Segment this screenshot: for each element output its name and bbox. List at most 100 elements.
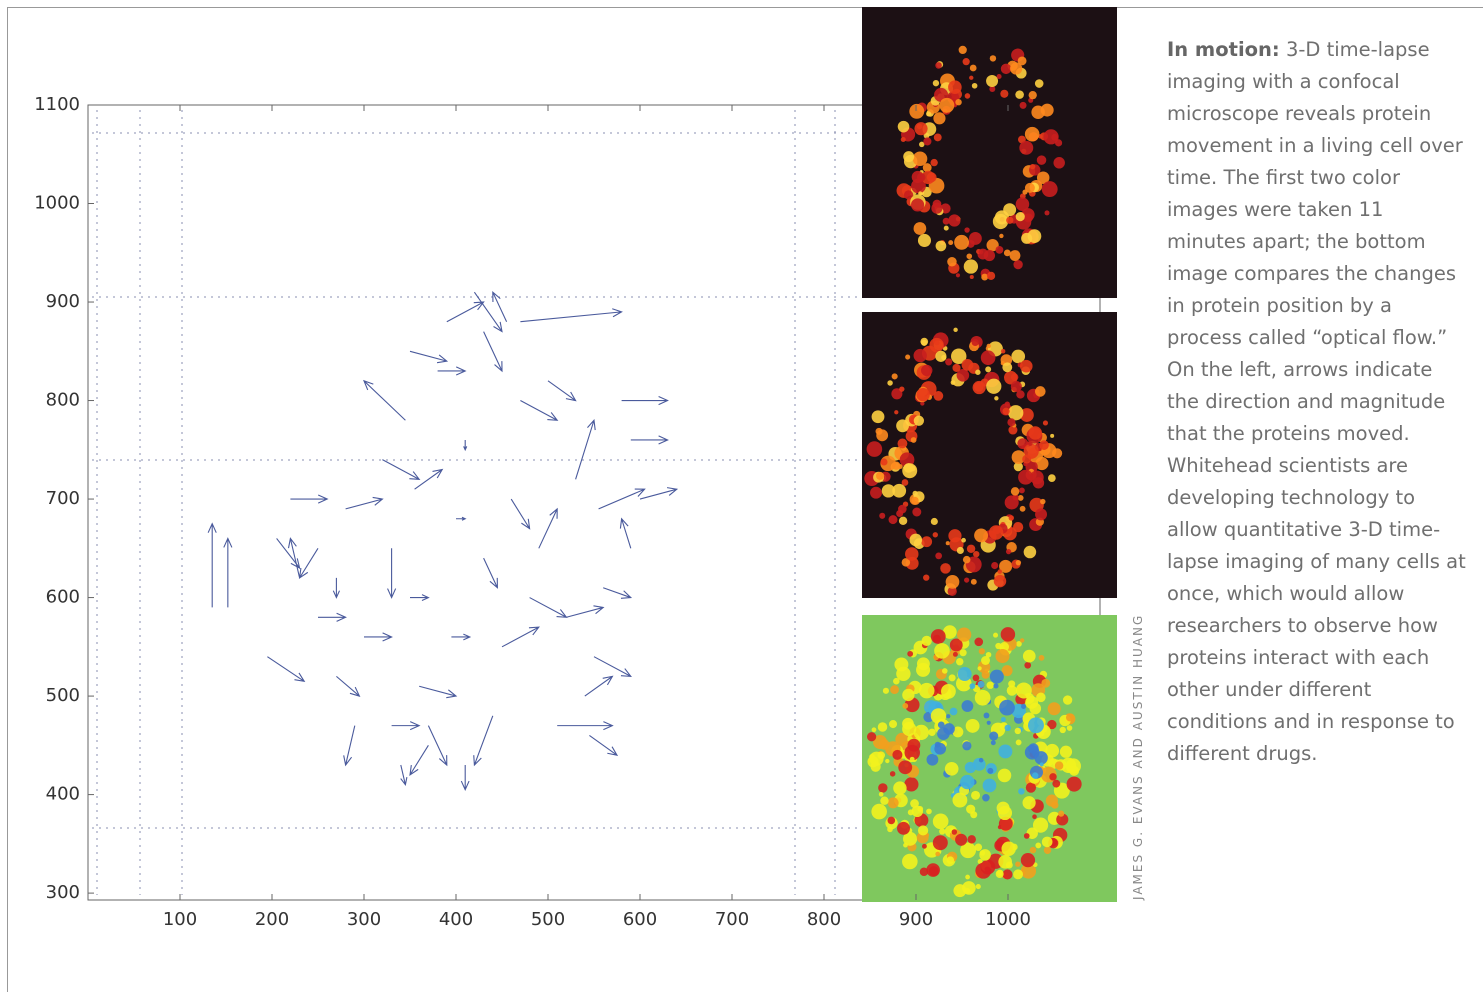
texture-spot (944, 226, 949, 231)
texture-spot (922, 844, 927, 849)
y-tick-label: 900 (46, 291, 80, 312)
texture-spot (1044, 210, 1049, 215)
texture-spot (1028, 426, 1042, 440)
texture-spot (952, 364, 960, 372)
texture-spot (888, 817, 896, 825)
texture-spot (923, 574, 929, 580)
arrow (388, 548, 396, 597)
texture-spot (916, 388, 929, 401)
y-tick-label: 1100 (34, 94, 80, 115)
texture-spot (1028, 441, 1033, 446)
texture-spot (934, 643, 950, 659)
x-tick-label: 600 (623, 909, 657, 930)
texture-spot (1010, 250, 1021, 261)
arrow (576, 420, 596, 479)
texture-spot (1029, 91, 1037, 99)
texture-spot (870, 487, 882, 499)
texture-spot (1066, 714, 1074, 722)
texture-spot (1066, 758, 1081, 773)
arrow (511, 499, 529, 529)
arrow (603, 588, 631, 599)
texture-spot (965, 875, 970, 880)
texture-spot (892, 484, 906, 498)
texture-spot (933, 814, 949, 830)
arrow (502, 627, 539, 647)
texture-spot (902, 854, 918, 870)
texture-spot (879, 792, 884, 797)
texture-spot (999, 700, 1015, 716)
arrow (267, 657, 304, 682)
texture-spot (1036, 693, 1046, 703)
texture-spot (981, 860, 996, 875)
texture-spot (867, 732, 876, 741)
texture-spot (967, 835, 975, 843)
texture-spot (1016, 197, 1030, 211)
texture-spot (1005, 401, 1010, 406)
texture-spot (1003, 203, 1016, 216)
texture-spot (973, 675, 980, 682)
x-tick-label: 900 (899, 909, 933, 930)
texture-spot (1058, 811, 1064, 817)
x-tick-label: 1000 (985, 909, 1031, 930)
texture-spot (1030, 164, 1035, 169)
texture-spot (976, 884, 981, 889)
texture-spot (1067, 777, 1082, 792)
texture-spot (946, 541, 950, 545)
arrow (336, 676, 359, 696)
texture-spot (963, 556, 971, 564)
arrow (289, 538, 300, 577)
texture-spot (1004, 725, 1010, 731)
texture-spot (1048, 474, 1056, 482)
arrow (333, 578, 339, 598)
texture-spot (969, 683, 975, 689)
texture-spot (1049, 773, 1056, 780)
texture-spot (920, 338, 928, 346)
texture-spot (867, 756, 878, 767)
texture-spot (941, 684, 956, 699)
texture-spot (1035, 79, 1044, 88)
optical-flow-image (862, 615, 1117, 902)
texture-spot (1020, 360, 1033, 373)
arrow (620, 519, 630, 549)
arrow (631, 436, 668, 444)
texture-spot (894, 410, 898, 414)
texture-spot (1005, 495, 1019, 509)
arrow (410, 351, 447, 362)
y-tick-label: 1000 (34, 193, 80, 214)
texture-spot (1033, 477, 1044, 488)
texture-spot (905, 355, 910, 360)
texture-spot (1000, 90, 1008, 98)
y-tick-label: 400 (46, 784, 80, 805)
texture-spot (1016, 560, 1021, 565)
texture-spot (914, 416, 924, 426)
texture-spot (948, 214, 960, 226)
texture-spot (989, 525, 1003, 539)
texture-spot (998, 806, 1012, 820)
texture-spot (964, 227, 969, 232)
texture-spot (907, 651, 913, 657)
texture-spot (989, 732, 998, 741)
texture-spot (1031, 105, 1044, 118)
arrow (410, 595, 428, 601)
texture-spot (987, 272, 995, 280)
texture-spot (872, 727, 877, 732)
texture-spot (1001, 842, 1015, 856)
texture-spot (926, 111, 931, 116)
texture-spot (978, 666, 982, 670)
texture-spot (1007, 418, 1015, 426)
texture-spot (962, 359, 974, 371)
texture-spot (937, 727, 950, 740)
texture-spot (979, 648, 985, 654)
arrow (419, 686, 456, 697)
texture-spot (898, 121, 910, 133)
texture-spot (1040, 499, 1045, 504)
texture-spot (1026, 783, 1036, 793)
arrow (401, 765, 407, 785)
x-tick-label: 100 (163, 909, 197, 930)
x-tick-label: 800 (807, 909, 841, 930)
texture-spot (981, 656, 990, 665)
texture-spot (935, 553, 942, 560)
texture-spot (953, 652, 958, 657)
texture-spot (970, 65, 977, 72)
texture-spot (981, 350, 996, 365)
